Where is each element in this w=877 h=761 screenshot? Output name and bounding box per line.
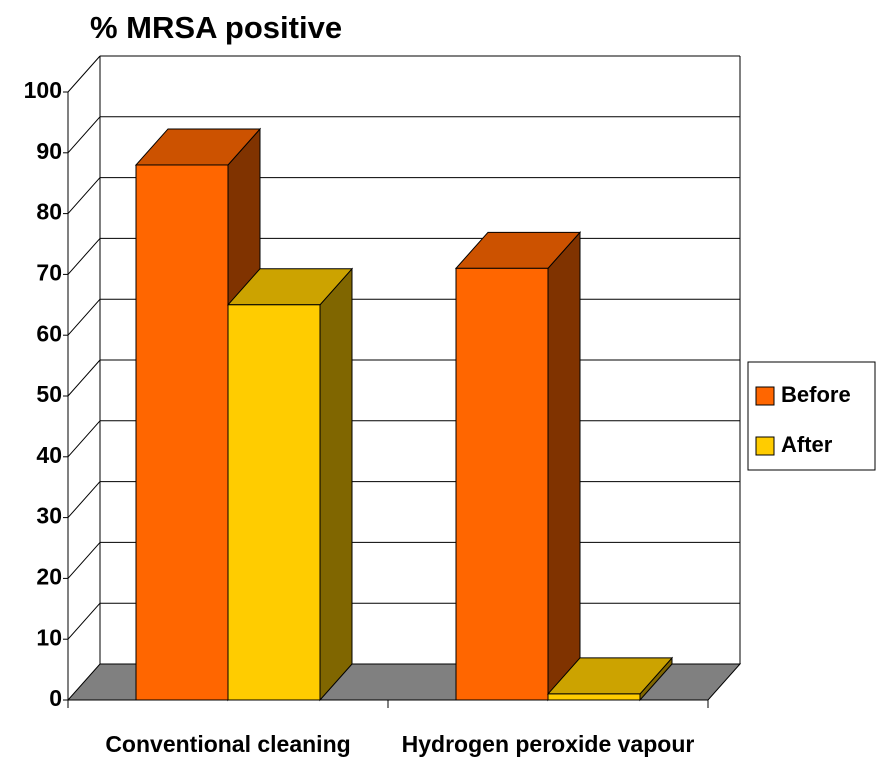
x-tick-label: Hydrogen peroxide vapour — [402, 731, 695, 757]
y-tick-label: 50 — [36, 381, 62, 407]
grid-diagonal — [67, 116, 101, 154]
y-tick-label: 30 — [36, 503, 62, 529]
y-tick-label: 90 — [36, 138, 62, 164]
chart-title: % MRSA positive — [90, 10, 342, 45]
y-tick-label: 20 — [36, 563, 62, 589]
grid-diagonal — [67, 542, 101, 579]
bar-front — [227, 304, 321, 701]
y-tick-label: 10 — [36, 624, 62, 650]
legend-label: Before — [781, 382, 851, 407]
legend-swatch — [755, 436, 775, 456]
grid-diagonal — [67, 481, 101, 518]
y-tick-label: 100 — [24, 77, 62, 103]
bar-front — [547, 693, 641, 701]
grid-diagonal — [67, 238, 101, 275]
grid-diagonal — [67, 177, 101, 214]
grid-diagonal — [67, 359, 101, 397]
bar-side — [547, 231, 581, 702]
y-tick-label: 70 — [36, 259, 62, 285]
bar-side — [319, 267, 353, 702]
y-tick-label: 80 — [36, 199, 62, 225]
bar — [546, 656, 674, 702]
bar — [454, 231, 582, 702]
grid-diagonal — [67, 420, 101, 458]
legend — [747, 361, 876, 471]
grid-diagonal — [67, 298, 101, 336]
grid-diagonal — [67, 55, 101, 93]
y-tick-label: 40 — [36, 442, 62, 468]
grid-diagonal — [67, 602, 101, 640]
bar — [226, 267, 354, 702]
y-tick-label: 60 — [36, 320, 62, 346]
bar-front — [455, 267, 549, 701]
bar-front — [135, 164, 229, 701]
x-tick-label: Conventional cleaning — [105, 731, 350, 757]
legend-label: After — [781, 432, 833, 457]
y-tick-label: 0 — [49, 685, 62, 711]
legend-swatch — [755, 386, 775, 406]
